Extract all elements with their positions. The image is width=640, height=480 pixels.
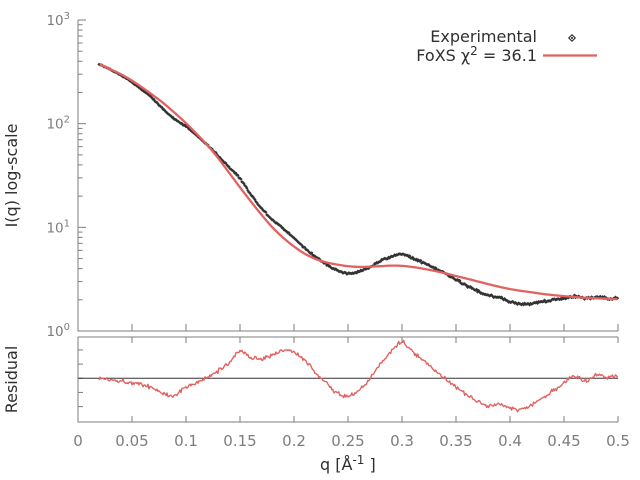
foxs-fit-line [99,63,618,301]
profile-panel-axes: 100 101 102 103 [46,11,619,340]
legend-diamond-marker [567,33,577,43]
fit-series [99,63,618,301]
residual-series [98,339,619,413]
experimental-points [97,62,620,307]
x-tick-label: 0.5 [606,432,630,450]
x-tick-label: 0.15 [223,432,256,450]
y-tick-label: 101 [46,218,70,236]
x-tick-label: 0.35 [439,432,472,450]
y-tick-label: 100 [46,322,70,340]
legend-experimental-label: Experimental [430,27,537,46]
axis-labels: I(q) log-scale Residual q [Å-1 ] [2,124,376,474]
experimental-series [97,62,620,307]
residual-panel-border [77,337,618,423]
x-tick-label: 0.1 [174,432,198,450]
x-tick-label: 0.4 [498,432,522,450]
y-tick-label: 103 [46,11,70,29]
y-tick-label: 102 [46,115,70,133]
x-tick-label: 0.2 [282,432,306,450]
residual-panel-axes: 0 0.05 0.1 0.15 0.2 0.25 0.3 0.35 0.4 0.45 0.5 [73,336,630,450]
profile-panel-border [77,20,618,332]
x-tick-label: 0 [73,432,83,450]
ylabel-residual: Residual [2,346,21,414]
residual-trace [98,339,619,413]
x-tick-label: 0.25 [331,432,364,450]
legend-foxs-label: FoXS χ2 = 36.1 [416,44,537,65]
xlabel: q [Å-1 ] [320,453,376,474]
legend-diamond-center-dot [571,37,573,39]
ylabel-profile: I(q) log-scale [2,124,21,228]
x-tick-label: 0.45 [547,432,580,450]
x-tick-label: 0.05 [115,432,148,450]
x-tick-label: 0.3 [390,432,414,450]
